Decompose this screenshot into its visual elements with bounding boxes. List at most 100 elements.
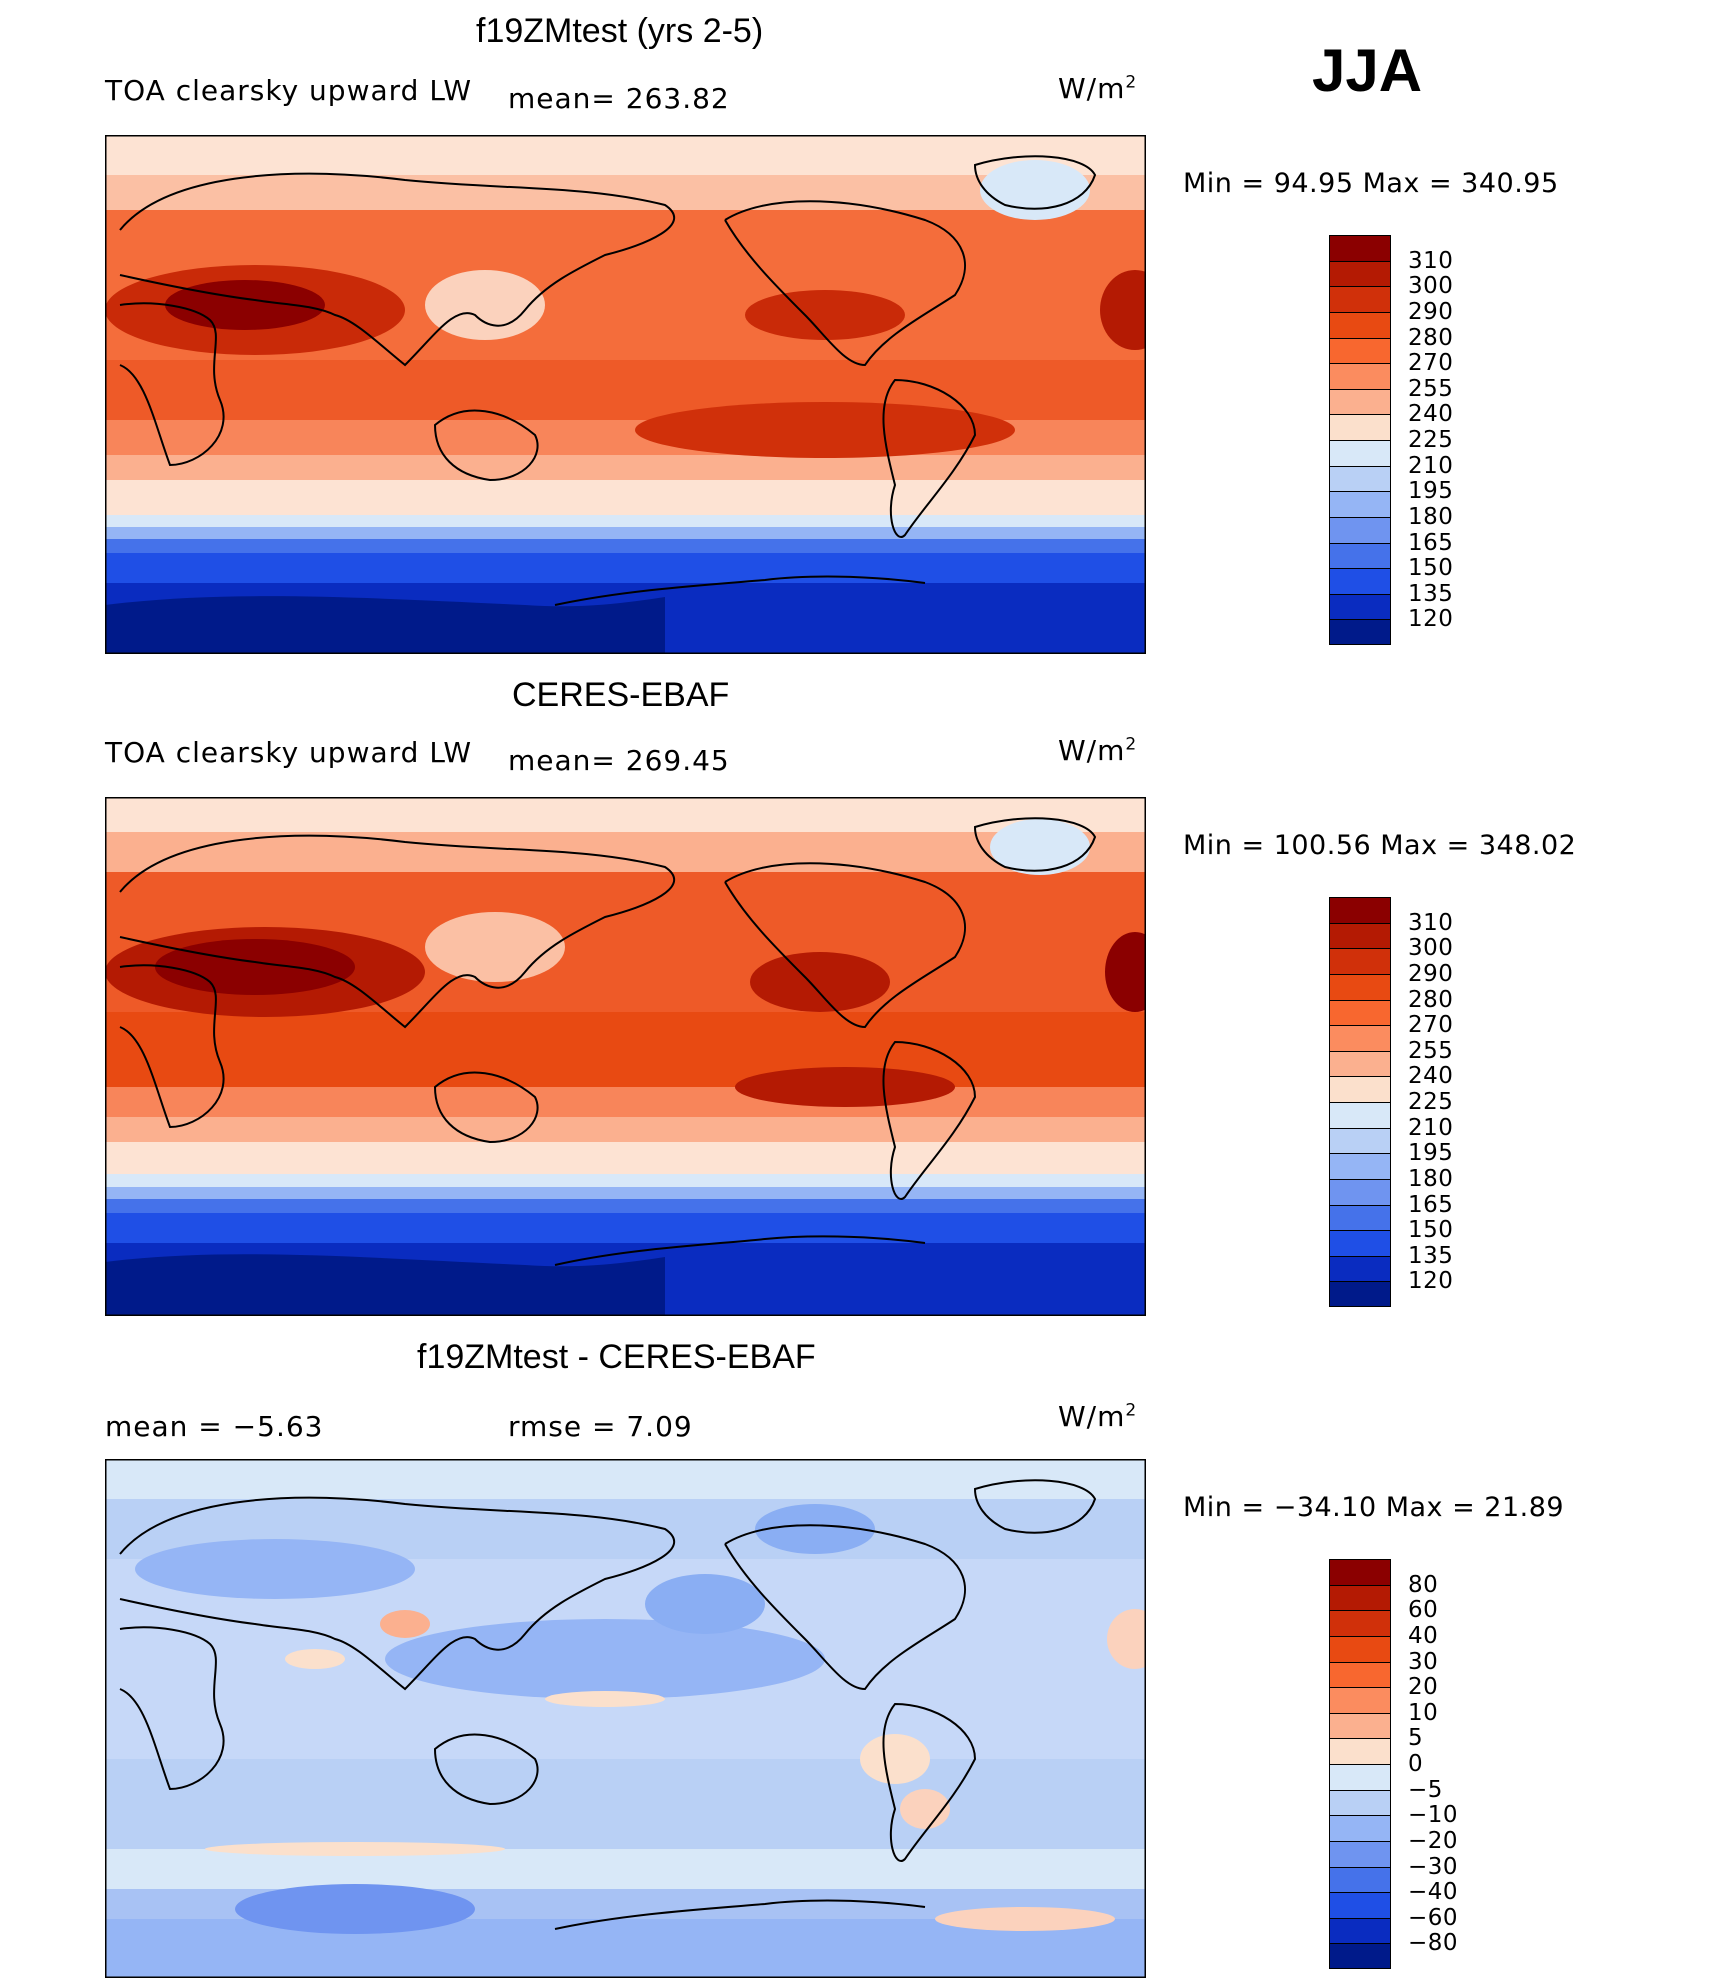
colorbar-tick-label: 135 [1408,580,1454,607]
colorbar-swatch [1329,999,1391,1026]
coast-greenland [973,155,1097,210]
band [105,360,1146,420]
colorbar-tick-label: 310 [1408,909,1454,936]
hot-spot [1105,932,1146,1012]
colorbar-swatch [1329,568,1391,594]
band [105,135,1146,175]
hot-spot [635,402,1015,458]
colorbar-tick-label: −30 [1408,1853,1459,1880]
band [105,455,1146,480]
colorbar-swatch [1329,619,1391,645]
colorbar-tick-label: 225 [1408,427,1454,453]
colorbar-swatch [1329,1230,1391,1256]
band [105,515,1146,527]
panel-1-colorbar [1329,235,1391,645]
colorbar-swatch [1329,1635,1391,1662]
colorbar-tick-label: 60 [1408,1597,1439,1624]
colorbar-swatch [1329,516,1391,543]
cool-plateau [425,912,565,982]
band [105,527,1146,539]
panel-3-minmax: Min = −34.10 Max = 21.89 [1183,1492,1565,1523]
colorbar-tick-label: 240 [1408,1063,1454,1090]
coast-south-america [882,1040,977,1200]
colorbar-tick-label: 255 [1408,1037,1454,1064]
coast-eurasia [119,1496,675,1691]
colorbar-tick-label: 165 [1408,1191,1454,1218]
band [105,1117,1146,1142]
panel-2-minmax: Min = 100.56 Max = 348.02 [1183,830,1577,861]
colorbar-tick-label: −40 [1408,1879,1459,1906]
colorbar-swatch [1329,1025,1391,1051]
colorbar-swatch [1329,286,1391,312]
band [105,480,1146,515]
coast-greenland [973,1479,1097,1534]
colorbar-swatch [1329,1153,1391,1179]
coast-north-america [724,200,966,367]
colorbar-tick-label: −80 [1408,1930,1459,1957]
colorbar-swatch [1329,491,1391,517]
coast-antarctica [554,1235,926,1266]
band [105,1849,1146,1889]
colorbar-tick-label: 310 [1408,247,1454,274]
band [105,1459,1146,1499]
panel-1-mean: mean= 263.82 [508,82,730,115]
colorbar-tick-label: −60 [1408,1904,1459,1931]
colorbar-tick-label: 135 [1408,1242,1454,1269]
band [105,1087,1146,1117]
colorbar-swatch [1329,337,1391,364]
colorbar-tick-label: 280 [1408,986,1454,1013]
colorbar-swatch [1329,1178,1391,1205]
pos-region [1107,1609,1146,1669]
coast-eurasia [119,834,675,1029]
greenland [990,819,1090,875]
coast-australia [433,1733,539,1806]
panel-1-variable: TOA clearsky upward LW [105,74,473,107]
colorbar-tick-label: 300 [1408,935,1454,962]
colorbar-swatch [1329,1255,1391,1282]
panel-1-map [105,135,1146,654]
colorbar-swatch [1329,440,1391,466]
colorbar-swatch [1329,948,1391,974]
colorbar-swatch [1329,1687,1391,1713]
colorbar-swatch [1329,922,1391,949]
pos-region [285,1649,345,1669]
colorbar-swatch [1329,1584,1391,1611]
colorbar-tick-label: 150 [1408,555,1454,582]
panel-2-variable: TOA clearsky upward LW [105,736,473,769]
colorbar-tick-label: 195 [1408,1140,1454,1167]
panel-3-title: f19ZMtest - CERES-EBAF [417,1338,816,1376]
panel-2-map [105,797,1146,1316]
coast-africa [119,302,225,467]
pos-region [545,1691,665,1707]
colorbar-tick-label: 180 [1408,503,1454,530]
panel-3-mean: mean = −5.63 [105,1410,324,1443]
colorbar-tick-label: 225 [1408,1089,1454,1115]
colorbar-tick-label: 10 [1408,1699,1439,1726]
colorbar-swatch [1329,542,1391,569]
band [105,539,1146,553]
colorbar-swatch [1329,1943,1391,1969]
band [105,797,1146,832]
coast-north-america [724,1524,966,1691]
colorbar-swatch [1329,1789,1391,1816]
coast-antarctica [554,575,926,606]
colorbar-swatch [1329,235,1391,261]
band [105,1199,1146,1213]
season-label: JJA [1312,37,1423,104]
colorbar-swatch [1329,1204,1391,1231]
neg-region [645,1574,765,1634]
hot-spot [745,290,905,340]
band [105,1213,1146,1243]
colorbar-tick-label: 5 [1408,1725,1424,1752]
hot-spot [750,952,890,1012]
panel-2-mean: mean= 269.45 [508,744,730,777]
colorbar-swatch [1329,1559,1391,1585]
hot-spot [735,1067,955,1107]
pos-region [935,1907,1115,1931]
neg-region [235,1884,475,1934]
colorbar-tick-label: 280 [1408,324,1454,351]
panel-2-colorbar [1329,897,1391,1307]
band [105,1142,1146,1174]
colorbar-swatch [1329,1764,1391,1790]
colorbar-swatch [1329,311,1391,338]
